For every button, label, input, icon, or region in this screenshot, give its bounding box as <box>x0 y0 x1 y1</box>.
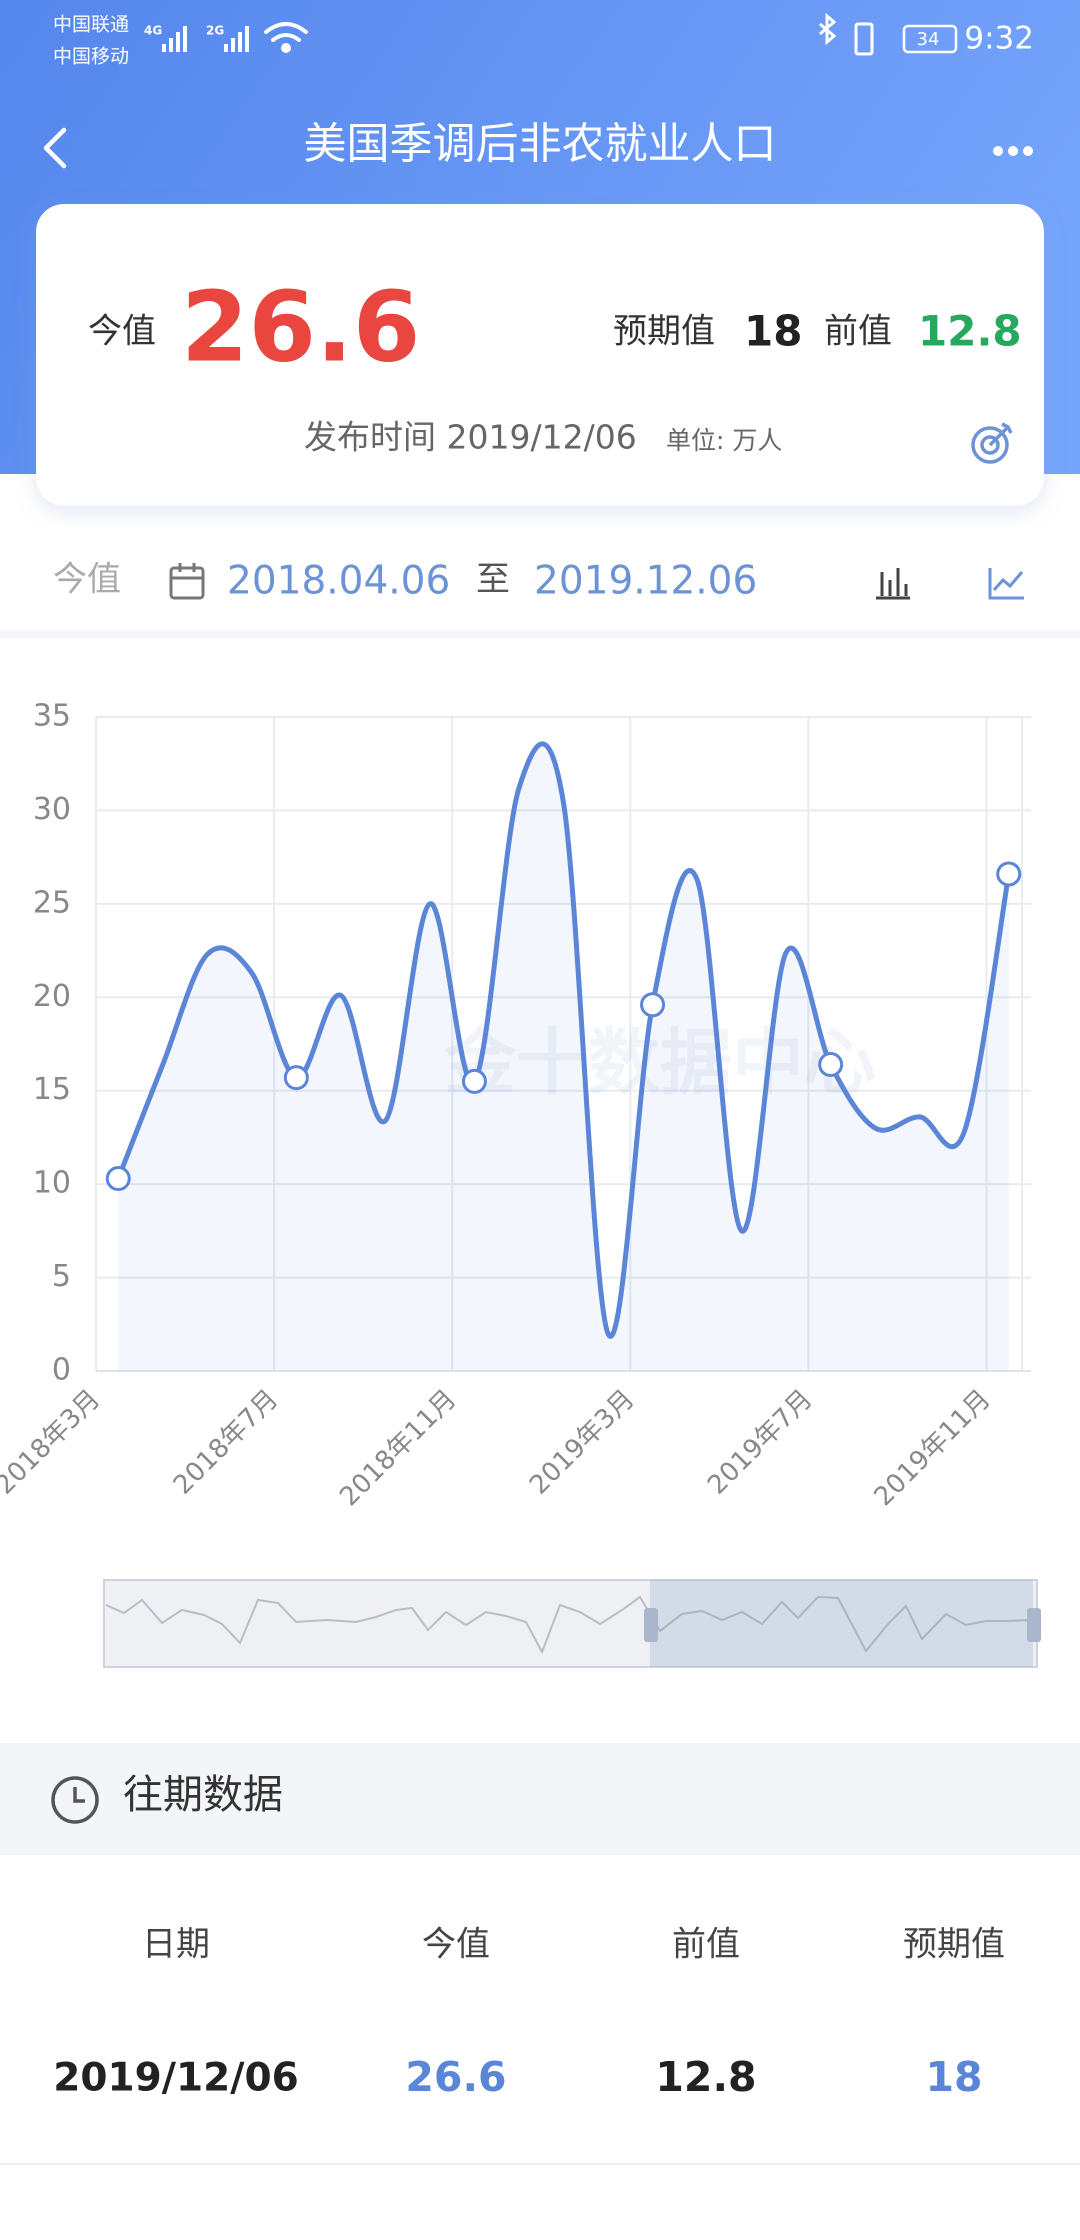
clock: 9:32 <box>964 21 1034 57</box>
previous-value: 12.8 <box>918 307 1022 356</box>
target-icon[interactable] <box>971 422 1013 464</box>
slider-handle[interactable] <box>1027 1608 1041 1642</box>
area <box>118 743 1009 1371</box>
divider <box>0 630 1080 638</box>
y-tick-label: 5 <box>52 1259 71 1294</box>
carrier: 中国联通 <box>53 14 129 36</box>
history-table: 日期 今值 前值 预期值 2019/12/06 26.6 12.8 18 <box>0 1925 1080 2165</box>
y-tick-label: 15 <box>33 1072 71 1107</box>
unit: 单位: 万人 <box>666 426 782 455</box>
battery-level: 34 <box>917 29 940 50</box>
x-tick-label: 2019年11月 <box>869 1384 997 1512</box>
back-button[interactable] <box>43 127 67 169</box>
range-separator: 至 <box>476 560 510 600</box>
forecast-value: 18 <box>744 307 802 356</box>
range-slider[interactable] <box>103 1579 1041 1668</box>
slider-track <box>103 1579 1038 1668</box>
page-title: 美国季调后非农就业人口 <box>304 120 777 170</box>
network: 2G <box>206 24 224 38</box>
calendar-icon[interactable] <box>169 563 205 600</box>
y-tick-label: 30 <box>33 792 71 827</box>
summary-card <box>36 204 1044 506</box>
section-header <box>0 1743 1080 1855</box>
y-tick-label: 25 <box>33 885 71 920</box>
point <box>283 1065 309 1091</box>
status-bar: 中国联通 中国移动 4G 2G 34 9:32 <box>53 12 1034 68</box>
previous-label: 前值 <box>824 312 892 352</box>
slider-window <box>650 1580 1033 1667</box>
carrier: 中国移动 <box>53 46 129 68</box>
watermark: 金十数据中心 <box>443 1021 876 1105</box>
wifi-icon <box>264 22 308 53</box>
x-tick-label: 2018年3月 <box>0 1384 106 1500</box>
column-header: 预期值 <box>903 1925 1005 1965</box>
forecast-label: 预期值 <box>613 312 715 352</box>
bluetooth-icon <box>819 12 837 46</box>
column-header: 前值 <box>672 1925 740 1965</box>
point <box>461 1068 487 1094</box>
clock-icon <box>51 1776 99 1824</box>
column-header: 今值 <box>422 1925 490 1965</box>
release-date: 发布时间 2019/12/06 <box>304 418 637 457</box>
y-tick-label: 0 <box>52 1353 71 1388</box>
cell: 26.6 <box>405 2053 506 2101</box>
x-tick-label: 2019年7月 <box>702 1384 818 1500</box>
cell: 12.8 <box>655 2053 756 2101</box>
more-button[interactable] <box>993 146 1033 156</box>
range-start[interactable]: 2018.04.06 <box>227 559 450 604</box>
x-tick-label: 2019年3月 <box>524 1384 640 1500</box>
y-tick-label: 20 <box>33 979 71 1014</box>
column-header: 日期 <box>142 1925 210 1965</box>
actual-value: 26.6 <box>181 270 420 383</box>
range-end[interactable]: 2019.12.06 <box>534 559 757 604</box>
chart: 0 5 10 15 20 25 30 35 2018年3月 2018年7月 2018年11月 2019… <box>0 699 1031 1512</box>
range-bar <box>0 530 1080 632</box>
bar-chart-button[interactable] <box>876 568 910 600</box>
actual-label: 今值 <box>88 312 156 352</box>
signal-icon <box>224 26 249 52</box>
battery-icon <box>902 24 958 54</box>
line-chart-button[interactable] <box>988 568 1024 600</box>
network: 4G <box>144 24 162 38</box>
cell: 18 <box>925 2053 982 2101</box>
range-label: 今值 <box>53 560 121 600</box>
vibrate-icon <box>854 22 874 56</box>
signal-icon <box>162 26 187 52</box>
point <box>818 1052 844 1078</box>
point <box>640 992 666 1018</box>
slider-handle[interactable] <box>644 1608 658 1642</box>
y-tick-label: 10 <box>33 1166 71 1201</box>
x-tick-label: 2018年7月 <box>168 1384 284 1500</box>
cell: 2019/12/06 <box>53 2056 299 2101</box>
slider-preview <box>105 1595 1031 1655</box>
x-tick-label: 2018年11月 <box>334 1384 462 1512</box>
section-title: 往期数据 <box>123 1772 283 1818</box>
point <box>105 1166 131 1192</box>
y-tick-label: 35 <box>33 699 71 734</box>
point <box>996 861 1022 887</box>
